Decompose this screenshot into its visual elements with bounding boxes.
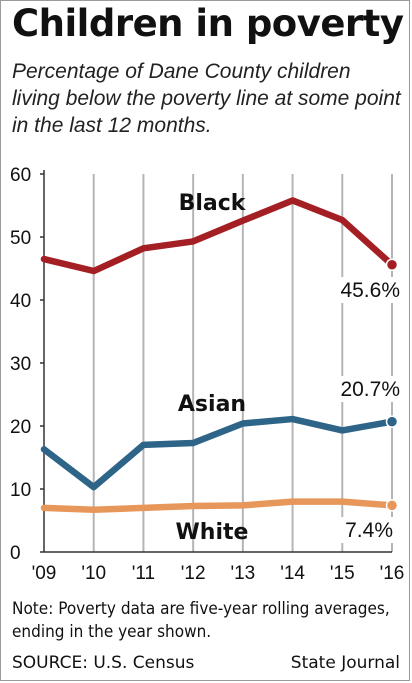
white-end-label: 7.4% [345,519,393,542]
asian-series-label: Asian [178,392,246,417]
white-end-point [385,499,399,512]
x-tick-label-6: '15 [330,563,355,584]
asian-end-label: 20.7% [340,378,400,401]
publisher-credit: State Journal [290,653,400,673]
x-tick-label-7: '16 [380,563,405,584]
x-tick-label-5: '14 [280,563,305,584]
black-series-label: Black [179,191,247,216]
y-tick-label-60: 60 [10,165,31,186]
y-tick-label-40: 40 [10,291,31,312]
y-tick-label-10: 10 [10,480,31,501]
white-end-label-bg [323,517,395,543]
x-tick-label-0: '09 [32,563,57,584]
y-tick-label-20: 20 [10,417,31,438]
black-end-label-bg [330,277,402,303]
chart-title: Children in poverty [12,2,404,45]
source-line: SOURCE: U.S. Census [12,653,195,673]
poverty-line-chart: 0 10 20 30 40 50 60 '09 '10 '11 '12 '13 '14 '15 '16 Bla… [10,165,404,584]
black-end-label: 45.6% [340,279,400,302]
y-tick-label-50: 50 [10,228,31,249]
y-tick-label-30: 30 [10,354,31,375]
x-tick-label-4: '13 [230,563,255,584]
white-series-label: White [176,520,249,545]
asian-series-line [40,415,396,491]
chart-subtitle: Percentage of Dane County children livin… [12,60,401,137]
black-end-point [385,258,399,271]
x-tick-label-2: '11 [132,563,155,584]
asian-end-point [385,415,399,428]
footnote: Note: Poverty data are five-year rolling… [12,599,390,642]
black-series-line [40,197,396,275]
x-tick-label-1: '10 [81,563,106,584]
asian-end-label-bg [330,376,402,402]
x-tick-label-3: '12 [181,563,206,584]
y-tick-label-0: 0 [10,543,21,564]
white-series-line [40,498,396,514]
